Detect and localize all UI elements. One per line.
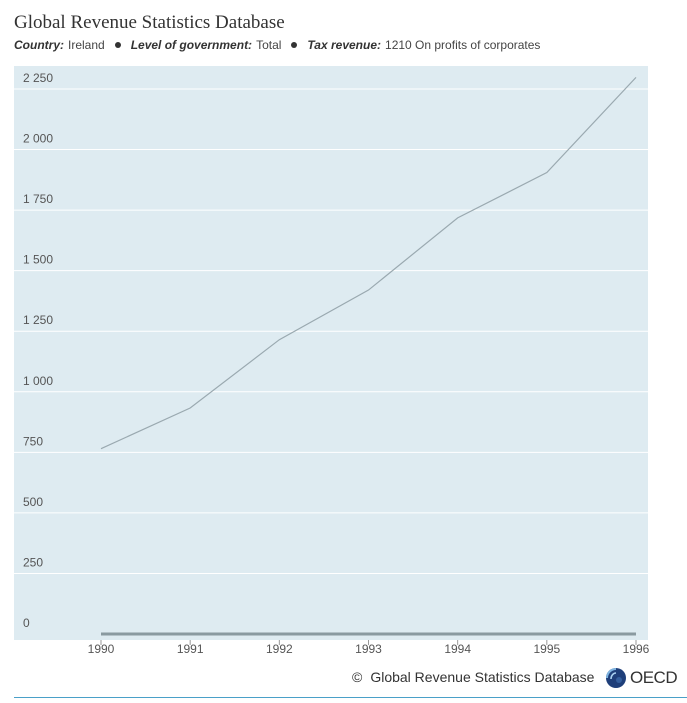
data-point[interactable] xyxy=(277,632,281,636)
chart-subtitle: Country: Ireland Level of government: To… xyxy=(14,38,540,52)
y-tick-label: 1 500 xyxy=(23,253,53,267)
bottom-accent-rule xyxy=(14,697,687,698)
data-point[interactable] xyxy=(634,632,638,636)
chart-title: Global Revenue Statistics Database xyxy=(14,12,285,33)
y-axis-ticks: 0 250 500 750 1 000 1 250 1 500 1 750 2 000 2 250 xyxy=(23,71,53,630)
x-tick-label: 1993 xyxy=(355,642,382,656)
y-tick-label: 1 750 xyxy=(23,192,53,206)
x-tick-label: 1991 xyxy=(177,642,204,656)
data-point[interactable] xyxy=(367,288,371,292)
gridlines xyxy=(14,88,648,574)
tax-value: 1210 On profits of corporates xyxy=(385,38,541,52)
x-tick-label: 1990 xyxy=(88,642,115,656)
oecd-logo[interactable]: OECD xyxy=(604,667,678,689)
y-tick-label: 0 xyxy=(23,616,30,630)
x-axis-ticks: 1990 1991 1992 1993 1994 1995 1996 xyxy=(88,640,650,656)
series-line-main[interactable] xyxy=(100,76,637,450)
data-point[interactable] xyxy=(188,632,192,636)
source-link[interactable]: Global Revenue Statistics Database xyxy=(370,669,595,685)
separator-dot-icon xyxy=(114,42,121,48)
level-value: Total xyxy=(256,38,282,52)
data-point[interactable] xyxy=(188,406,192,410)
y-tick-label: 1 000 xyxy=(23,374,53,388)
y-tick-label: 2 000 xyxy=(23,132,53,146)
data-point[interactable] xyxy=(545,171,549,175)
data-point[interactable] xyxy=(634,75,638,79)
data-point[interactable] xyxy=(456,632,460,636)
separator-dot-icon xyxy=(291,42,298,48)
oecd-logo-text: OECD xyxy=(630,668,678,687)
data-point[interactable] xyxy=(99,632,103,636)
y-tick-label: 500 xyxy=(23,495,43,509)
country-value: Ireland xyxy=(68,38,105,52)
x-tick-label: 1996 xyxy=(623,642,650,656)
data-point[interactable] xyxy=(545,632,549,636)
oecd-globe-icon xyxy=(606,668,626,688)
tax-key: Tax revenue: xyxy=(307,38,382,52)
source-footer: © Global Revenue Statistics Database xyxy=(352,669,594,685)
plot-area xyxy=(14,66,648,640)
x-tick-label: 1995 xyxy=(533,642,560,656)
data-point[interactable] xyxy=(456,216,460,220)
y-tick-label: 2 250 xyxy=(23,71,53,85)
copyright-symbol: © xyxy=(352,669,363,685)
data-point[interactable] xyxy=(367,632,371,636)
x-tick-label: 1992 xyxy=(266,642,293,656)
y-tick-label: 750 xyxy=(23,434,43,448)
country-key: Country: xyxy=(14,38,64,52)
data-point[interactable] xyxy=(99,447,103,451)
x-tick-label: 1994 xyxy=(444,642,471,656)
y-tick-label: 250 xyxy=(23,555,43,569)
series-lines xyxy=(99,75,638,636)
data-point[interactable] xyxy=(277,338,281,342)
y-tick-label: 1 250 xyxy=(23,313,53,327)
level-key: Level of government: xyxy=(130,38,253,52)
